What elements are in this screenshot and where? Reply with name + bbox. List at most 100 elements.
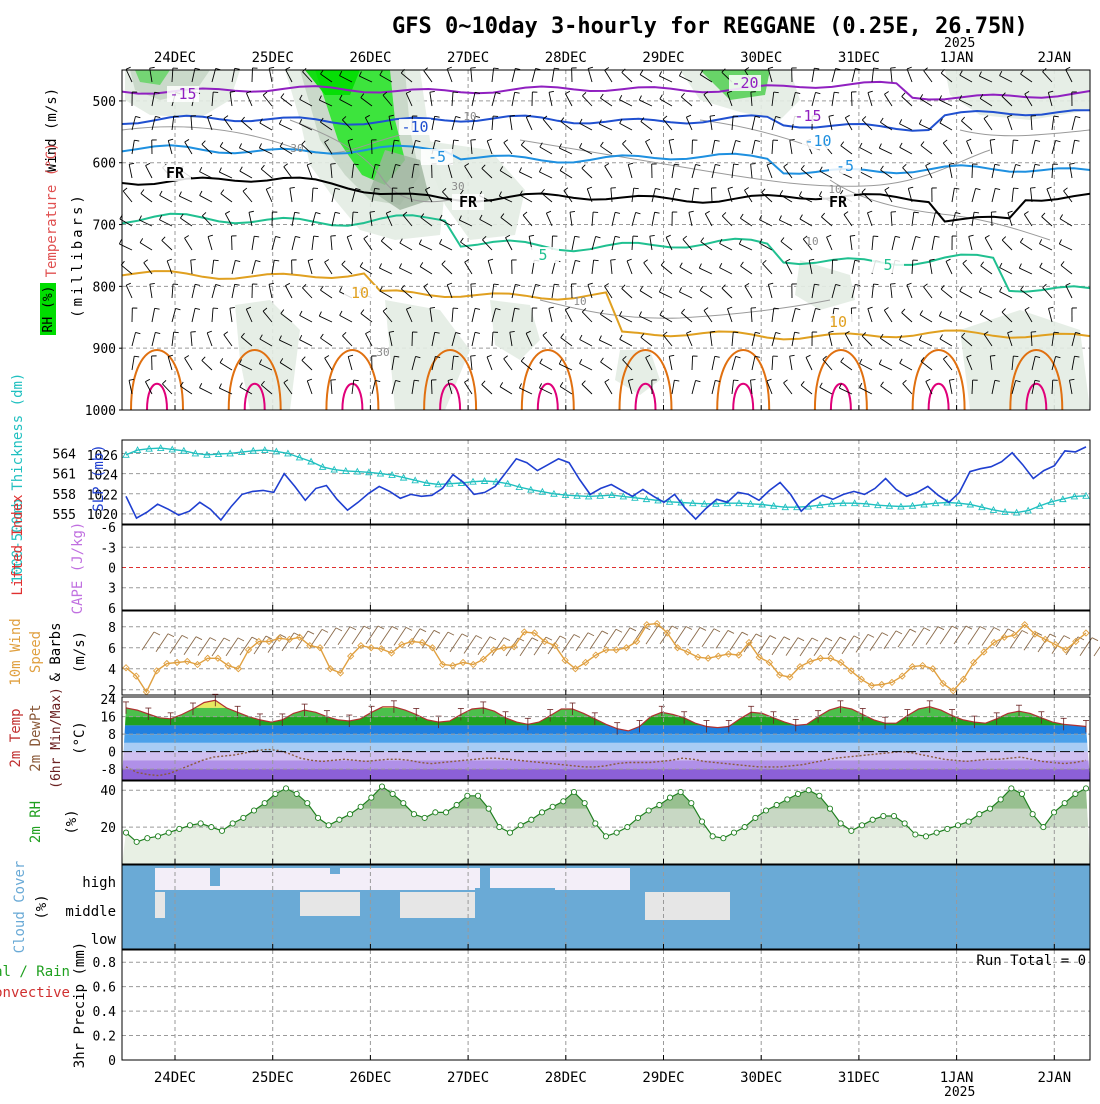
wind-barb-flag [1066,67,1070,69]
rh-point [753,815,758,820]
cloud-block [720,868,730,892]
wind-barb-flag [855,68,860,69]
isotherm-label: 5 [538,246,547,264]
lifted-index-axis-label: Lifted Index [10,494,26,595]
rh-point [806,788,811,793]
cloud-gap [300,892,360,916]
lifted-index-tick-label: -3 [100,541,116,556]
temp-band [122,734,1090,743]
rh-point [518,823,523,828]
rh-point [838,821,843,826]
rh-point [550,804,555,809]
isotherm-label: -20 [731,74,758,92]
rh-point [635,815,640,820]
cloud-block [330,868,340,874]
rh-point [678,789,683,794]
isotherm-label: -5 [428,148,446,166]
wind-barb-flag [990,355,995,356]
rh-point [582,801,587,806]
rh-point [1073,791,1078,796]
wind-barb-flag [174,332,179,333]
precip-tick-label: 0 [108,1054,116,1069]
rh-point [326,823,331,828]
rh-point [177,826,182,831]
cloud-block [210,868,220,886]
rh-point [763,808,768,813]
wind-barb-flag [588,67,593,68]
wind-speed-tick-label: 4 [108,663,116,678]
wind-barb-flag [1031,188,1036,189]
bottom-date-label: 1JAN [940,1070,974,1086]
wind-barb-flag [515,68,520,69]
top-date-label: 30DEC [740,50,782,66]
precip-tick-label: 0.4 [93,1005,117,1020]
top-date-label: 29DEC [642,50,684,66]
rh-point [422,815,427,820]
bottom-date-label: 29DEC [642,1070,684,1086]
rh-point [273,791,278,796]
rh-point [710,834,715,839]
rh-point [411,812,416,817]
wind-barb-flag [734,164,739,165]
temp-tick-label: 24 [100,693,116,708]
bottom-date-label: 24DEC [154,1070,196,1086]
temp-band [122,752,1090,761]
wind-barb [571,284,572,298]
rh-point [913,832,918,837]
rh-point [614,830,619,835]
rh-point [379,784,384,789]
isotherm-label: -10 [804,132,831,150]
rh-point [699,819,704,824]
run-total-label: Run Total = 0 [976,953,1086,969]
thickness-tick-label: 564 [53,447,77,462]
cloud-gap [400,892,475,918]
bottom-date-label: 26DEC [349,1070,391,1086]
temp-axis-label: 2m Temp [8,708,24,767]
wind-barb-flag [907,67,912,69]
isotherm-label: FR [166,164,185,182]
millibars-axis-label: (millibars) [70,192,86,318]
rh-point [283,786,288,791]
rh-point [251,808,256,813]
rh-contour-label: 10 [463,110,476,123]
wind-barb [832,260,833,274]
isotherm-label: 5 [883,256,892,274]
wind10m-speed-label: Speed [28,631,44,673]
rh-point [145,836,150,841]
rh-point [1041,825,1046,830]
top-date-label: 25DEC [252,50,294,66]
cloud-level-label: low [91,932,117,948]
rh-contour-label: 10 [828,183,841,196]
rh-point [977,812,982,817]
cloud-block [130,868,150,892]
rh-point [987,806,992,811]
isotherm-label: -15 [794,107,821,125]
bottom-date-label: 27DEC [447,1070,489,1086]
top-date-label: 28DEC [545,50,587,66]
rh-point [198,821,203,826]
wind-barb-10m-flag [1092,638,1098,641]
isotherm-label: 10 [351,284,369,302]
rh-point [657,802,662,807]
panel-background [122,950,1090,1060]
temp-band [122,725,1090,734]
rh-point [347,812,352,817]
precip-convective-label: Convective [0,985,70,1001]
wind-barb-10m [1094,638,1100,656]
lifted-index-tick-label: 0 [108,562,116,577]
top-date-label: 27DEC [447,50,489,66]
precip-tick-label: 0.6 [93,981,116,996]
top-date-label: 2JAN [1037,50,1071,66]
rh-point [337,817,342,822]
rh-point [966,819,971,824]
wind-barb-flag [174,116,179,117]
temp-tick-label: 0 [108,746,116,761]
wind-barb-flag [494,284,499,285]
wind-barb-flag [126,67,131,69]
rh-point [849,828,854,833]
rh-point [945,826,950,831]
